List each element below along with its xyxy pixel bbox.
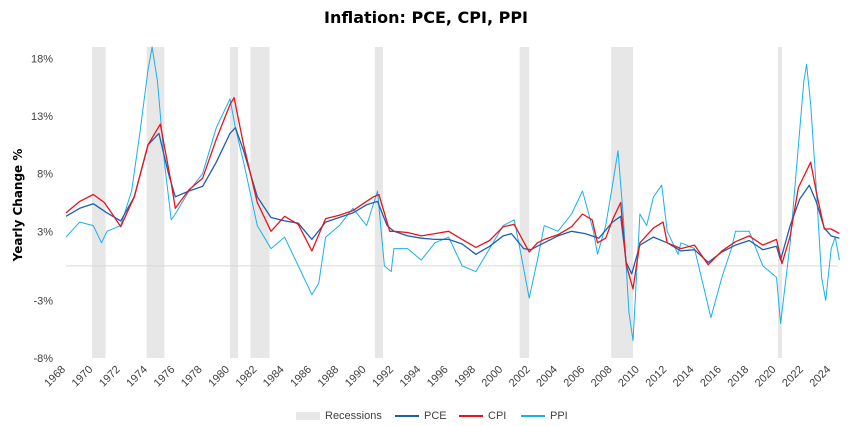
- x-tick-label: 2000: [480, 364, 506, 390]
- x-tick-label: 1990: [343, 364, 369, 390]
- y-tick-label: -8%: [33, 353, 53, 365]
- chart-legend: Recessions PCE CPI PPI: [0, 410, 852, 426]
- legend-swatch: [459, 415, 483, 417]
- x-tick-label: 2012: [644, 364, 670, 390]
- x-axis-ticks: 1968 1970 1972 1974 1976 1978 1980 1982 1984 1986…: [42, 364, 833, 390]
- y-tick-label: 18%: [31, 54, 53, 66]
- x-tick-label: 1968: [42, 364, 68, 390]
- y-tick-label: 3%: [37, 226, 53, 238]
- x-tick-label: 1994: [398, 364, 424, 390]
- x-tick-label: 1998: [452, 364, 478, 390]
- recession-band: [229, 47, 239, 358]
- recession-bands: [91, 47, 782, 358]
- recession-band: [777, 47, 782, 358]
- legend-label: CPI: [488, 410, 507, 422]
- y-tick-label: 13%: [31, 111, 53, 123]
- legend-swatch: [296, 412, 320, 420]
- recession-band: [519, 47, 530, 358]
- x-tick-label: 1970: [70, 364, 96, 390]
- legend-item-recessions: Recessions: [296, 410, 382, 422]
- x-tick-label: 1986: [288, 364, 314, 390]
- x-tick-label: 2022: [780, 364, 806, 390]
- recession-band: [91, 47, 106, 358]
- series-lines: [65, 46, 840, 342]
- legend-item-ppi: PPI: [521, 410, 568, 422]
- x-tick-label: 1980: [206, 364, 232, 390]
- x-tick-label: 1988: [316, 364, 342, 390]
- x-tick-label: 2018: [726, 364, 752, 390]
- x-tick-label: 1984: [261, 364, 287, 390]
- x-tick-label: 1972: [97, 364, 123, 390]
- y-tick-label: 8%: [37, 169, 53, 181]
- x-tick-label: 1978: [179, 364, 205, 390]
- x-tick-label: 1992: [370, 364, 396, 390]
- series-line-pce: [65, 127, 840, 275]
- recession-band: [250, 47, 270, 358]
- x-tick-label: 1976: [152, 364, 178, 390]
- y-axis-title: Yearly Change %: [11, 149, 25, 263]
- recession-band: [146, 47, 165, 358]
- y-axis-ticks: 18% 13% 8% 3% -3% -8%: [31, 54, 53, 365]
- legend-label: PPI: [550, 410, 568, 422]
- legend-swatch: [395, 415, 419, 417]
- x-tick-label: 2020: [753, 364, 779, 390]
- series-line-cpi: [65, 97, 840, 290]
- x-tick-label: 2002: [507, 364, 533, 390]
- legend-label: Recessions: [325, 410, 382, 422]
- x-tick-label: 2014: [671, 364, 697, 390]
- x-tick-label: 2024: [807, 364, 833, 390]
- legend-label: PCE: [424, 410, 447, 422]
- legend-swatch: [521, 415, 545, 417]
- x-tick-label: 2004: [534, 364, 560, 390]
- chart-title: Inflation: PCE, CPI, PPI: [323, 8, 528, 27]
- x-tick-label: 2010: [616, 364, 642, 390]
- x-tick-label: 2016: [698, 364, 724, 390]
- legend-item-cpi: CPI: [459, 410, 506, 422]
- y-tick-label: -3%: [33, 295, 53, 307]
- x-tick-label: 2006: [562, 364, 588, 390]
- x-tick-label: 1982: [234, 364, 260, 390]
- x-tick-label: 2008: [589, 364, 615, 390]
- x-tick-label: 1974: [124, 364, 150, 390]
- x-tick-label: 1996: [425, 364, 451, 390]
- legend-item-pce: PCE: [395, 410, 447, 422]
